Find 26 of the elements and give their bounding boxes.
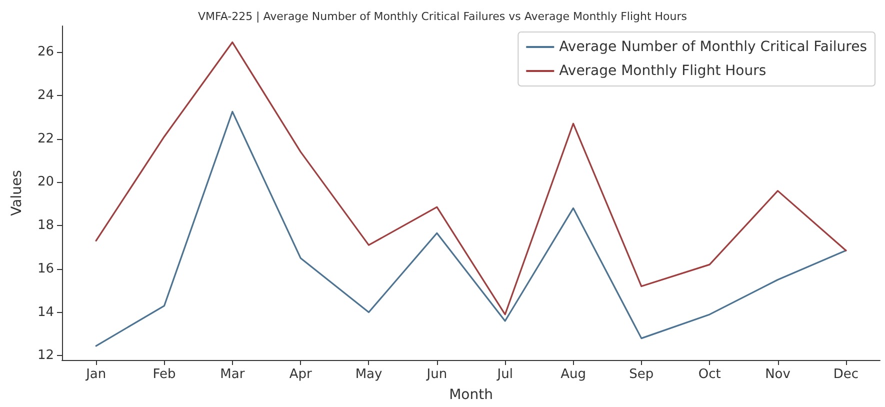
y-tick-label: 18 [37,218,54,234]
y-tick-label: 24 [37,88,54,103]
y-tick-label: 22 [37,131,54,146]
x-tick-label: Jul [496,367,513,382]
y-tick-label: 26 [37,44,54,60]
x-tick-label: May [355,367,382,382]
y-axis-title: Values [9,170,25,216]
x-tick-label: Mar [220,367,246,382]
line-series [95,110,847,347]
x-tick-label: Apr [289,367,312,382]
x-tick-label: Aug [560,367,586,382]
y-tick-label: 12 [37,348,54,364]
chart-title: VMFA-225 | Average Number of Monthly Critical Failures vs Average Monthly Flight Hours [198,10,688,23]
x-axis-title: Month [449,387,493,403]
legend-label: Average Number of Monthly Critical Failures [559,39,868,55]
x-tick-label: Nov [765,367,791,382]
y-tick-label: 14 [37,304,54,320]
x-tick-label: Sep [629,367,654,382]
x-tick-label: Oct [698,367,721,382]
x-tick-label: Dec [833,367,858,382]
x-tick-label: Jun [426,367,448,382]
x-tick-label: Feb [152,367,176,382]
x-tick-label: Jan [85,367,106,382]
legend-label: Average Monthly Flight Hours [559,63,766,79]
y-tick-label: 20 [37,174,54,190]
y-tick-label: 16 [37,261,54,276]
